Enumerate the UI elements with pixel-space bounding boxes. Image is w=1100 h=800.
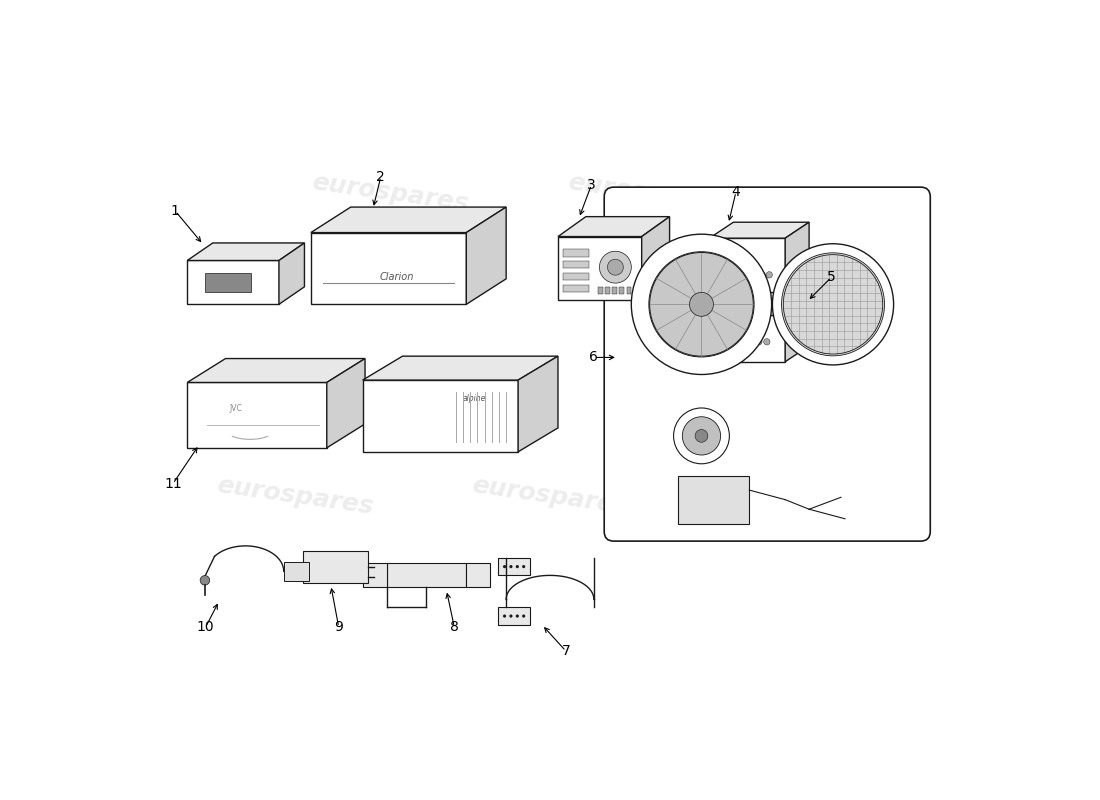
Polygon shape (187, 382, 327, 448)
Circle shape (690, 292, 714, 316)
Text: eurospares: eurospares (565, 170, 726, 216)
Bar (627, 286, 631, 294)
Text: 2: 2 (376, 170, 385, 184)
Bar (714, 252, 736, 258)
Text: 5: 5 (827, 270, 836, 284)
Polygon shape (363, 380, 518, 452)
Polygon shape (327, 358, 365, 448)
Polygon shape (279, 243, 305, 304)
Bar (363, 563, 386, 587)
Polygon shape (785, 222, 810, 292)
Circle shape (522, 614, 526, 618)
Bar (205, 274, 251, 291)
Circle shape (745, 272, 751, 278)
Bar (563, 274, 590, 281)
Bar (597, 286, 603, 294)
Bar (563, 286, 590, 292)
Polygon shape (187, 358, 365, 382)
Bar (498, 607, 530, 625)
Text: 10: 10 (197, 620, 215, 634)
Circle shape (766, 272, 772, 278)
Text: 6: 6 (590, 350, 598, 365)
Text: eurospares: eurospares (214, 473, 375, 518)
Circle shape (600, 251, 631, 283)
Circle shape (200, 575, 210, 585)
Polygon shape (311, 233, 466, 304)
Text: 11: 11 (164, 477, 182, 490)
Polygon shape (558, 237, 641, 300)
Polygon shape (710, 315, 785, 362)
Text: eurospares: eurospares (470, 473, 630, 518)
Bar (613, 286, 617, 294)
Bar (714, 281, 736, 286)
Circle shape (509, 614, 513, 618)
Bar (498, 558, 530, 575)
Polygon shape (466, 207, 506, 304)
Bar (563, 250, 590, 257)
Bar (386, 563, 466, 587)
Bar (605, 286, 609, 294)
Bar (714, 350, 734, 356)
Circle shape (756, 338, 762, 345)
Circle shape (516, 565, 519, 568)
Bar (714, 271, 736, 277)
Circle shape (751, 272, 758, 278)
Circle shape (509, 565, 513, 568)
Polygon shape (710, 238, 785, 292)
Bar (714, 331, 734, 337)
Polygon shape (558, 217, 670, 237)
Polygon shape (187, 243, 305, 261)
Text: alpine: alpine (463, 394, 486, 402)
Circle shape (772, 244, 893, 365)
Bar (714, 262, 736, 267)
Circle shape (503, 614, 506, 618)
Circle shape (503, 565, 506, 568)
Text: 3: 3 (587, 178, 596, 192)
FancyBboxPatch shape (604, 187, 931, 541)
Circle shape (522, 565, 526, 568)
Circle shape (673, 408, 729, 464)
Polygon shape (518, 356, 558, 452)
Polygon shape (363, 356, 558, 380)
Circle shape (649, 252, 755, 357)
Bar (678, 476, 749, 523)
Bar (619, 286, 624, 294)
Circle shape (695, 430, 708, 442)
Polygon shape (785, 299, 810, 362)
Text: Clarion: Clarion (379, 272, 414, 282)
Circle shape (607, 259, 624, 275)
Polygon shape (710, 299, 810, 315)
Circle shape (516, 614, 519, 618)
Circle shape (763, 338, 770, 345)
Circle shape (748, 338, 755, 345)
Polygon shape (710, 222, 810, 238)
Polygon shape (187, 261, 279, 304)
Text: eurospares: eurospares (310, 170, 471, 216)
Polygon shape (311, 207, 506, 233)
Text: JVC: JVC (230, 404, 242, 413)
Circle shape (781, 253, 884, 356)
Circle shape (759, 272, 766, 278)
Bar (563, 262, 590, 269)
Circle shape (650, 253, 754, 356)
Bar (466, 563, 491, 587)
Bar (302, 551, 368, 583)
Text: 8: 8 (450, 620, 459, 634)
Bar (714, 341, 734, 346)
Text: 1: 1 (170, 204, 179, 218)
Text: 4: 4 (732, 185, 740, 199)
Polygon shape (641, 217, 670, 300)
Text: 7: 7 (562, 644, 570, 658)
Circle shape (682, 417, 720, 455)
Bar (284, 562, 309, 581)
Text: 9: 9 (334, 620, 343, 634)
Circle shape (631, 234, 771, 374)
